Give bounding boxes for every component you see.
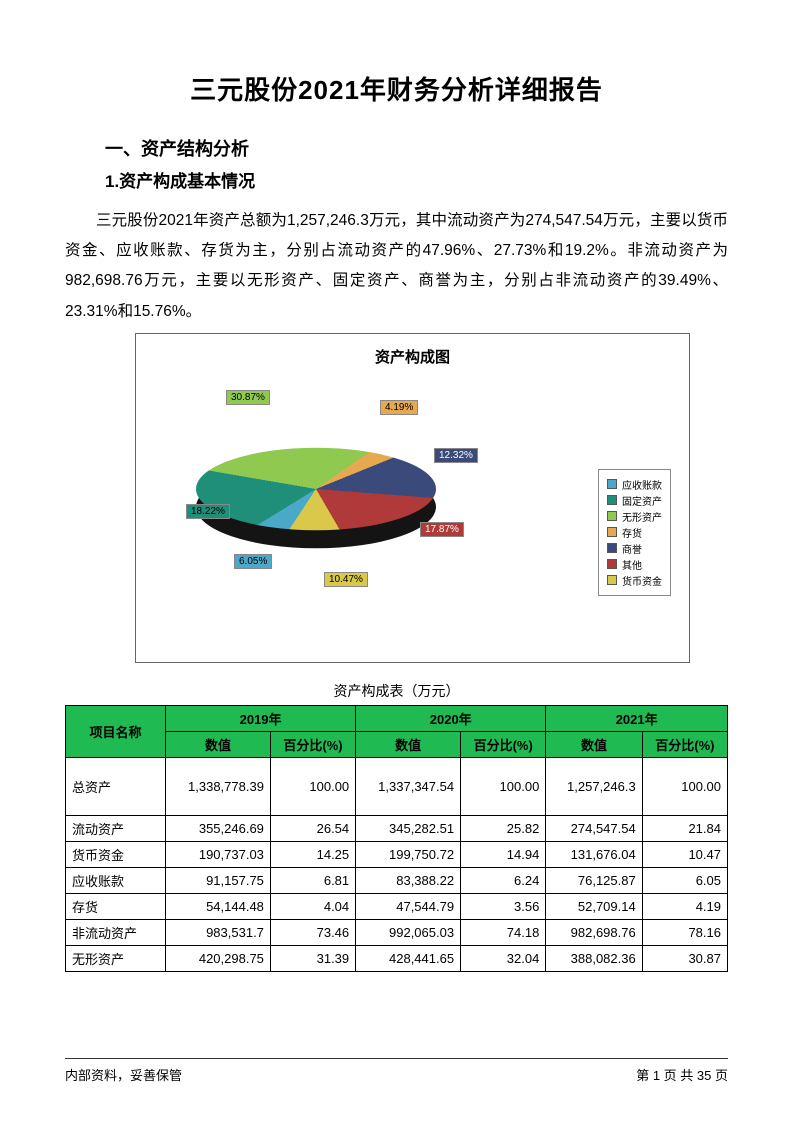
legend-item: 商誉 (607, 541, 662, 556)
pie-slice-label: 30.87% (226, 390, 270, 405)
table-row: 无形资产420,298.7531.39428,441.6532.04388,08… (66, 945, 728, 971)
pie-chart: 资产构成图 30.87% 4.19% 12.32% 17.87% 10.47% 6.05%… (135, 333, 690, 663)
table-row: 非流动资产983,531.773.46992,065.0374.18982,69… (66, 919, 728, 945)
pie-slice-label: 18.22% (186, 504, 230, 519)
table-caption: 资产构成表（万元） (65, 681, 728, 701)
legend-item: 其他 (607, 557, 662, 572)
legend-item: 存货 (607, 525, 662, 540)
table-row: 存货54,144.484.0447,544.793.5652,709.144.1… (66, 893, 728, 919)
legend-item: 货币资金 (607, 573, 662, 588)
section-heading-1: 一、资产结构分析 (105, 135, 728, 161)
table-row: 流动资产355,246.6926.54345,282.5125.82274,54… (66, 815, 728, 841)
table-row: 货币资金190,737.0314.25199,750.7214.94131,67… (66, 841, 728, 867)
chart-title: 资产构成图 (136, 346, 689, 367)
page-title: 三元股份2021年财务分析详细报告 (65, 70, 728, 107)
pie-slice-label: 6.05% (234, 554, 272, 569)
pie-slice-label: 17.87% (420, 522, 464, 537)
legend-item: 无形资产 (607, 509, 662, 524)
pie-slice-label: 10.47% (324, 572, 368, 587)
footer-right: 第 1 页 共 35 页 (636, 1065, 728, 1084)
footer-left: 内部资料，妥善保管 (65, 1065, 182, 1084)
pie-slice-label: 12.32% (434, 448, 478, 463)
legend-item: 固定资产 (607, 493, 662, 508)
page-footer: 内部资料，妥善保管 第 1 页 共 35 页 (65, 1058, 728, 1084)
chart-legend: 应收账款固定资产无形资产存货商誉其他货币资金 (598, 469, 671, 596)
pie-area: 30.87%4.19%12.32%17.87%10.47%6.05%18.22% (196, 394, 456, 624)
table-row: 总资产1,338,778.39100.001,337,347.54100.001… (66, 757, 728, 815)
pie-slice-label: 4.19% (380, 400, 418, 415)
body-paragraph: 三元股份2021年资产总额为1,257,246.3万元，其中流动资产为274,5… (65, 206, 728, 327)
table-row: 应收账款91,157.756.8183,388.226.2476,125.876… (66, 867, 728, 893)
section-heading-1-1: 1.资产构成基本情况 (105, 167, 728, 192)
legend-item: 应收账款 (607, 477, 662, 492)
asset-table: 项目名称2019年2020年2021年数值百分比(%)数值百分比(%)数值百分比… (65, 705, 728, 972)
